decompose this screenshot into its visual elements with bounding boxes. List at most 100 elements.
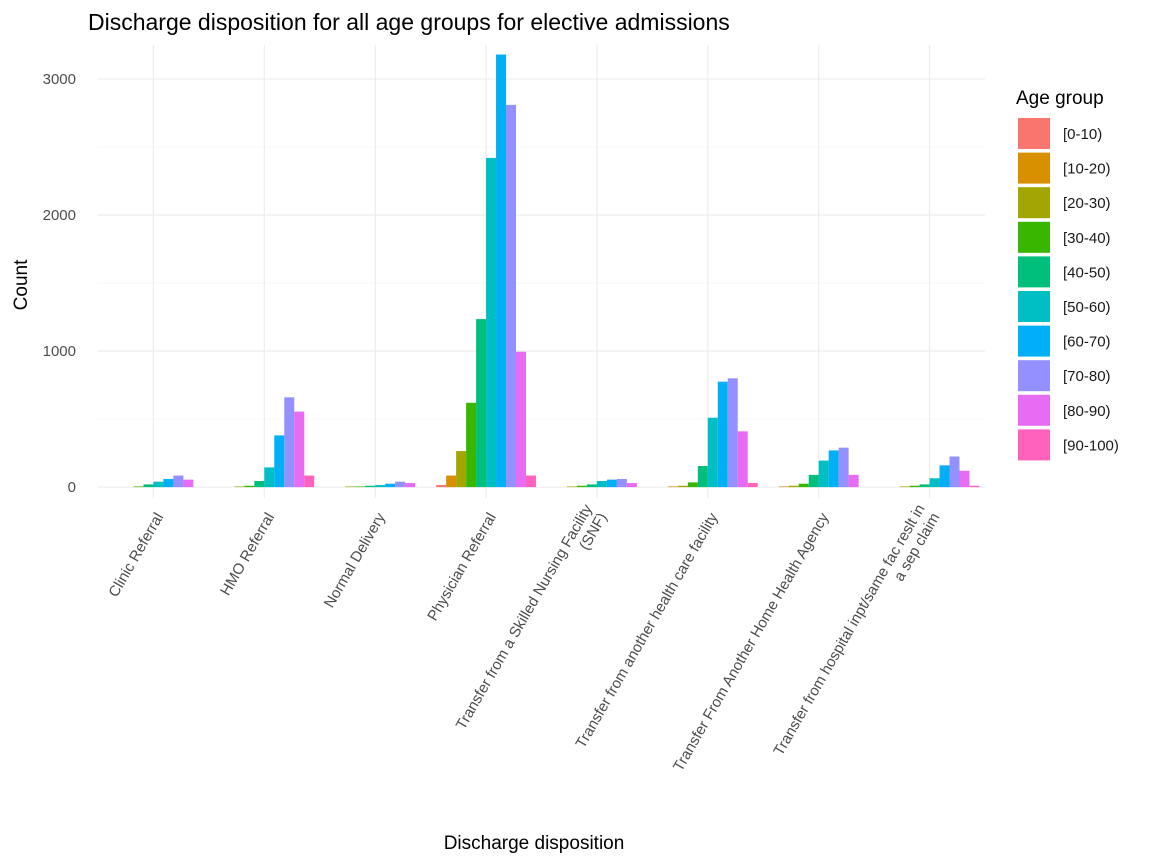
y-axis-title: Count bbox=[11, 259, 32, 310]
bar bbox=[586, 484, 597, 488]
bar bbox=[294, 411, 305, 488]
bar bbox=[304, 475, 315, 488]
legend-label: [90-100) bbox=[1063, 437, 1119, 454]
legend-key bbox=[1018, 187, 1050, 219]
bar bbox=[667, 486, 678, 488]
bar bbox=[788, 485, 799, 488]
bar bbox=[173, 475, 184, 488]
bar bbox=[244, 485, 255, 488]
x-tick-label-line: Clinic Referral bbox=[105, 510, 167, 600]
bar bbox=[596, 481, 607, 488]
legend-key bbox=[1018, 394, 1050, 426]
bar bbox=[567, 486, 577, 488]
bar bbox=[264, 467, 275, 488]
legend-label: [60-70) bbox=[1063, 334, 1111, 351]
x-tick-label-line: Transfer from hospital inpt/same fac res… bbox=[770, 502, 928, 759]
legend-label: [40-50) bbox=[1063, 264, 1111, 281]
bar bbox=[466, 402, 477, 488]
bar bbox=[576, 485, 587, 488]
bar bbox=[798, 483, 809, 488]
legend-label: [70-80) bbox=[1063, 368, 1111, 385]
bar bbox=[143, 484, 154, 488]
y-tick-label: 0 bbox=[68, 479, 76, 496]
legend-key bbox=[1018, 429, 1050, 461]
x-tick-label: Normal Delivery bbox=[321, 510, 389, 611]
bar bbox=[848, 474, 859, 488]
legend-key bbox=[1018, 360, 1050, 392]
legend-label: [30-40) bbox=[1063, 230, 1111, 247]
x-tick-label: Transfer from hospital inpt/same fac res… bbox=[770, 502, 943, 759]
legend-title: Age group bbox=[1016, 88, 1104, 109]
chart-title: Discharge disposition for all age groups… bbox=[88, 9, 730, 35]
bar bbox=[153, 481, 164, 488]
bar bbox=[365, 485, 376, 488]
bar bbox=[163, 478, 174, 488]
legend-label: [20-30) bbox=[1063, 195, 1111, 212]
bar bbox=[616, 478, 627, 488]
bar bbox=[133, 486, 144, 488]
bar bbox=[183, 479, 194, 488]
bar bbox=[496, 54, 507, 488]
bar bbox=[828, 450, 839, 488]
x-tick-label: Clinic Referral bbox=[105, 510, 167, 600]
legend-label: [50-60) bbox=[1063, 299, 1111, 316]
legend-key bbox=[1018, 325, 1050, 357]
bar bbox=[456, 451, 467, 488]
x-tick-label: Physician Referral bbox=[424, 510, 500, 624]
bar bbox=[818, 460, 829, 488]
bar bbox=[626, 483, 637, 488]
bar bbox=[717, 381, 728, 488]
bar bbox=[506, 104, 516, 488]
bar bbox=[284, 397, 295, 488]
y-tick-label: 2000 bbox=[43, 207, 76, 224]
bar bbox=[687, 482, 698, 488]
bar bbox=[375, 485, 386, 488]
bar bbox=[274, 435, 285, 488]
legend-key bbox=[1018, 291, 1050, 322]
bar bbox=[405, 483, 416, 488]
bar bbox=[395, 481, 406, 488]
bar bbox=[949, 456, 960, 488]
bar bbox=[778, 486, 789, 488]
bar bbox=[909, 485, 920, 488]
x-axis-title: Discharge disposition bbox=[444, 833, 625, 854]
bar bbox=[606, 479, 617, 488]
x-tick-label-line: Normal Delivery bbox=[321, 510, 389, 611]
y-axis-ticks: 0 1000 2000 3000 bbox=[43, 71, 76, 496]
bar bbox=[707, 417, 718, 488]
bar bbox=[446, 475, 457, 488]
gridlines bbox=[98, 45, 985, 498]
x-tick-label-line: Physician Referral bbox=[424, 510, 500, 624]
bar bbox=[959, 470, 970, 488]
legend-label: [10-20) bbox=[1063, 161, 1111, 178]
bar bbox=[747, 483, 758, 488]
bar bbox=[727, 378, 738, 488]
legend-label: [0-10) bbox=[1063, 126, 1102, 143]
bar bbox=[808, 474, 819, 488]
bar bbox=[355, 486, 366, 488]
bar bbox=[737, 431, 748, 488]
bar bbox=[838, 447, 849, 488]
legend: Age group [0-10) [10-20) [20-30) [30-40) [40… bbox=[1016, 88, 1119, 461]
bar bbox=[345, 486, 356, 488]
bar bbox=[476, 319, 487, 488]
x-tick-label-line: HMO Referral bbox=[217, 510, 278, 599]
legend-key bbox=[1018, 256, 1050, 288]
y-tick-label: 3000 bbox=[43, 71, 76, 88]
bars bbox=[133, 54, 980, 488]
legend-key bbox=[1018, 221, 1050, 253]
legend-key bbox=[1018, 118, 1050, 149]
x-axis-ticks: Clinic Referral HMO Referral Normal Delive… bbox=[105, 501, 943, 774]
bar bbox=[899, 486, 910, 488]
bar bbox=[516, 351, 526, 488]
bar bbox=[697, 466, 708, 488]
bar bbox=[919, 484, 930, 488]
bar bbox=[234, 486, 245, 488]
bar bbox=[969, 485, 980, 488]
bar bbox=[436, 485, 447, 488]
legend-label: [80-90) bbox=[1063, 403, 1111, 420]
bar bbox=[677, 485, 688, 488]
x-tick-label: HMO Referral bbox=[217, 510, 278, 599]
bar bbox=[486, 157, 497, 488]
